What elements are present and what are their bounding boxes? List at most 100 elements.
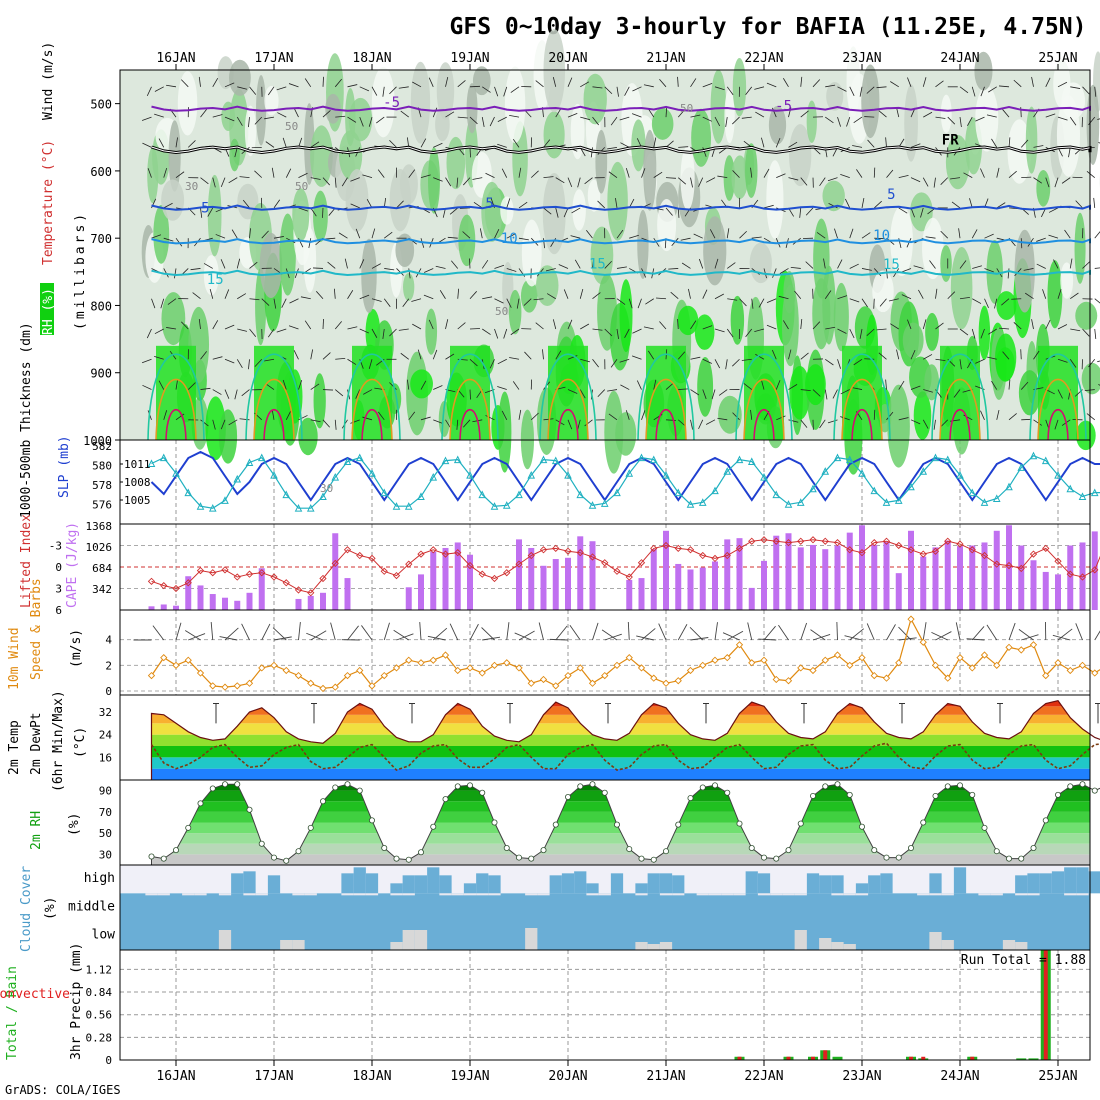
wind-speed-marker bbox=[552, 682, 560, 690]
isotherm-label: 15 bbox=[207, 272, 224, 288]
wind-barb bbox=[1024, 292, 1034, 300]
isotherm-5 bbox=[151, 204, 1091, 211]
cloud-mid-gap bbox=[292, 893, 305, 896]
cloud-high-label: high bbox=[84, 871, 115, 886]
wind-barb bbox=[389, 382, 397, 390]
temp-band bbox=[151, 757, 1090, 769]
lifted-marker bbox=[674, 544, 682, 553]
rh-shade bbox=[521, 219, 542, 287]
rh-shade bbox=[244, 105, 257, 157]
rh-shade bbox=[887, 384, 910, 468]
rh-shade bbox=[229, 138, 240, 172]
isotherm-20 bbox=[441, 353, 499, 441]
wind-barb bbox=[698, 258, 704, 269]
wind-barb bbox=[567, 112, 578, 118]
wind-barb bbox=[935, 322, 944, 330]
cape-bar bbox=[736, 538, 743, 610]
wind-speed-marker bbox=[454, 666, 462, 675]
cloud-mid-gap bbox=[353, 893, 366, 896]
wind-barb bbox=[655, 297, 667, 300]
wind-barb bbox=[1054, 419, 1059, 430]
precip-total-bar bbox=[1016, 1058, 1027, 1060]
isotherm-label: -5 bbox=[383, 95, 400, 111]
day-label-bottom: 24JAN bbox=[940, 1069, 979, 1084]
thickness-tick: 582 bbox=[92, 440, 112, 453]
wind-speed-marker bbox=[503, 659, 511, 667]
wind-barb bbox=[984, 268, 994, 273]
rh-marker bbox=[295, 848, 302, 855]
cloud-mid-gap bbox=[917, 893, 930, 896]
wind-barb bbox=[264, 358, 275, 362]
wind-barb bbox=[886, 169, 894, 178]
cape-bar bbox=[295, 598, 302, 610]
wind-barb bbox=[428, 77, 434, 87]
millibars-label: (millibars) bbox=[73, 211, 88, 330]
wind-speed-marker bbox=[944, 674, 952, 682]
wind-barb bbox=[190, 268, 201, 271]
isotherm-25 bbox=[841, 378, 883, 441]
cloud-high-bar bbox=[488, 875, 501, 894]
wind-barb-10m bbox=[955, 622, 961, 641]
wind-barb bbox=[234, 389, 238, 400]
wind-barb bbox=[1045, 177, 1050, 188]
rh-shade bbox=[310, 125, 333, 187]
rh-tick: 90 bbox=[99, 785, 112, 798]
cloud-high-bar bbox=[267, 875, 281, 894]
wind-barb bbox=[876, 328, 887, 331]
wind-barb bbox=[261, 230, 269, 239]
cloud-low-bar bbox=[1015, 942, 1028, 950]
wind-barb bbox=[368, 359, 373, 369]
rh-marker bbox=[221, 781, 228, 788]
lifted-marker bbox=[319, 574, 327, 583]
wind-barb-10m bbox=[966, 638, 985, 641]
cloud-low-bar bbox=[1002, 940, 1016, 950]
wind-barb bbox=[432, 349, 438, 360]
wind-barb bbox=[665, 382, 674, 390]
wind-speed-marker bbox=[405, 656, 413, 664]
cloud-low-bar bbox=[819, 938, 832, 950]
wind-speed-marker bbox=[576, 664, 584, 672]
lifted-marker bbox=[760, 536, 768, 544]
wind-barb-10m bbox=[549, 638, 569, 641]
cloud-high-bar bbox=[549, 875, 562, 894]
wind-barb bbox=[849, 298, 860, 303]
wind-barb bbox=[175, 413, 185, 421]
wind-barb-10m bbox=[931, 631, 948, 641]
rh-shade-moist bbox=[842, 345, 882, 440]
wind-barb bbox=[359, 116, 364, 127]
day-label-top: 21JAN bbox=[646, 51, 685, 66]
wind-speed-marker bbox=[356, 666, 364, 675]
wind-barb bbox=[918, 289, 924, 299]
temp-band bbox=[151, 714, 1090, 724]
wind-barb-10m bbox=[722, 632, 740, 641]
lifted-index-line bbox=[151, 539, 1100, 594]
wind-barb bbox=[631, 355, 642, 360]
rh-marker bbox=[589, 781, 596, 788]
wind-barb bbox=[322, 389, 334, 391]
wind-barb bbox=[276, 86, 287, 91]
rh-shade bbox=[788, 124, 812, 187]
isotherm-20 bbox=[245, 353, 303, 441]
rh-marker bbox=[577, 783, 584, 790]
cloud-mid-gap bbox=[439, 893, 452, 896]
wind-barb bbox=[628, 298, 633, 309]
cape-bar bbox=[197, 585, 204, 610]
rh-shade bbox=[520, 409, 535, 470]
wind-barb bbox=[224, 358, 235, 364]
thickness-marker bbox=[796, 498, 805, 506]
thickness-marker bbox=[564, 471, 572, 479]
wind-barb bbox=[755, 353, 765, 360]
wind-barb bbox=[355, 389, 361, 399]
y-tick-label: 800 bbox=[90, 299, 112, 313]
isotherm-30 bbox=[459, 408, 481, 441]
wind-barb bbox=[677, 177, 687, 185]
wind-barb bbox=[584, 177, 593, 185]
wind-barb bbox=[200, 387, 211, 390]
wind-barb bbox=[503, 86, 508, 97]
wind-barb bbox=[852, 145, 863, 148]
wind-speed-marker bbox=[466, 664, 474, 672]
wind-barb bbox=[293, 107, 299, 118]
wind-barb bbox=[212, 114, 223, 118]
wind-barb bbox=[788, 177, 799, 181]
precip-total-bar bbox=[832, 1056, 843, 1060]
